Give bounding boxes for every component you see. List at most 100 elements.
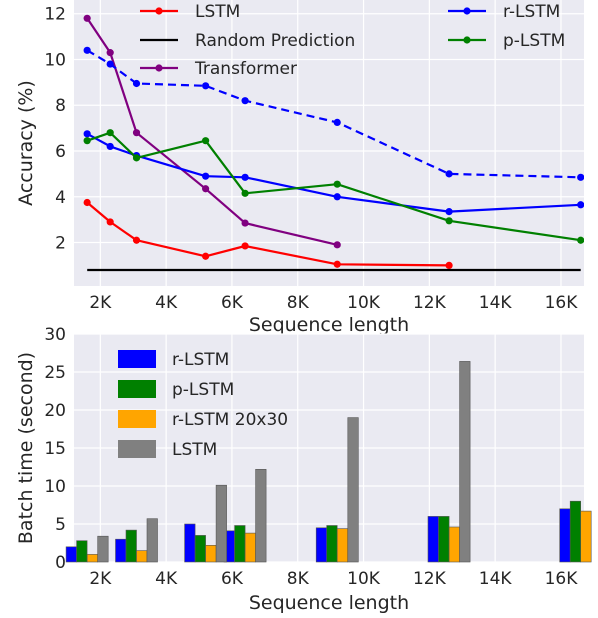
legend-swatch (118, 350, 156, 368)
bar (427, 516, 439, 563)
x-tick-label: 10K (347, 293, 381, 313)
x-axis-label: Sequence length (249, 592, 409, 614)
x-tick-label: 14K (479, 293, 513, 313)
data-point (106, 142, 114, 151)
x-tick-label: 12K (413, 569, 447, 589)
x-tick-label: 16K (545, 569, 579, 589)
bar (347, 417, 359, 563)
bar (194, 535, 206, 563)
y-tick-label: 0 (55, 553, 66, 573)
legend-label: Random Prediction (195, 31, 355, 51)
y-axis-label: Accuracy (%) (15, 80, 37, 206)
legend-label: Transformer (194, 59, 297, 79)
legend-label: p-LSTM (503, 31, 565, 51)
legend-marker (463, 7, 471, 15)
data-point (83, 137, 91, 145)
data-point (333, 118, 341, 127)
x-tick-label: 12K (413, 293, 447, 313)
bar (559, 508, 571, 563)
bar (336, 528, 349, 563)
data-point (83, 46, 91, 54)
y-tick-label: 2 (55, 234, 66, 254)
x-tick-label: 10K (347, 569, 381, 589)
chart-2: 2K 4K 6K 8K 10K 12K 14K 16K 0 5 10 15 20 25 30 Sequence… (15, 325, 592, 614)
legend: LSTM Random Prediction Transformer r-LSTM p-… (140, 2, 565, 79)
bar (244, 532, 256, 563)
x-tick-label: 16K (545, 293, 579, 313)
legend: r-LSTM p-LSTM r-LSTM 20x30 LSTM (118, 350, 288, 460)
series-line-p-LSTM (86, 131, 581, 242)
data-point (333, 180, 341, 188)
x-axis-label: Sequence length (249, 314, 409, 336)
data-point (577, 236, 584, 244)
legend-label: p-LSTM (172, 380, 234, 400)
data-point (241, 219, 249, 227)
data-point (241, 97, 249, 105)
y-axis-label: Batch time (second) (15, 352, 37, 544)
data-point (577, 173, 584, 181)
bar (136, 550, 148, 563)
data-point (202, 82, 210, 90)
data-point (445, 261, 453, 270)
legend-marker (155, 64, 163, 72)
x-tick-label: 8K (287, 569, 310, 589)
x-tick-label: 4K (155, 293, 178, 313)
y-tick-label: 6 (55, 142, 66, 162)
bar (86, 554, 98, 563)
legend-label: LSTM (172, 440, 217, 460)
series-line-dashed (86, 49, 581, 179)
bar (459, 361, 471, 563)
y-tick-label: 12 (44, 5, 66, 25)
legend-marker (155, 7, 163, 15)
data-point (106, 218, 114, 226)
legend-label: r-LSTM (503, 2, 560, 22)
data-point (132, 129, 141, 137)
data-point (132, 236, 141, 244)
bar (315, 527, 328, 563)
bar (438, 516, 450, 563)
legend-label: LSTM (195, 2, 240, 22)
data-point (445, 217, 453, 225)
series-line-r-LSTM (86, 132, 581, 213)
legend-swatch (118, 440, 156, 458)
bar (255, 468, 267, 563)
data-point (445, 170, 453, 178)
data-point (106, 60, 114, 68)
data-point (241, 242, 249, 250)
data-point (106, 49, 114, 57)
legend-swatch (118, 410, 156, 428)
data-point (83, 14, 91, 22)
data-point (202, 172, 210, 180)
y-tick-label: 5 (55, 515, 66, 535)
data-point (241, 173, 249, 181)
bar (205, 544, 217, 563)
y-tick-label: 20 (44, 401, 66, 421)
y-tick-label: 10 (44, 50, 66, 70)
y-tick-label: 30 (44, 325, 66, 345)
bar (76, 540, 88, 563)
data-point (106, 129, 114, 137)
data-point (83, 130, 91, 138)
data-point (333, 193, 341, 201)
bar (234, 525, 246, 563)
data-point (333, 260, 341, 268)
bar (215, 484, 227, 563)
data-point (132, 154, 141, 162)
bar (97, 535, 109, 563)
data-point (577, 201, 584, 209)
x-tick-label: 6K (221, 569, 244, 589)
y-tick-label: 25 (44, 363, 66, 383)
bar (65, 546, 77, 563)
bar (580, 510, 592, 563)
data-point (333, 241, 341, 249)
legend-label: r-LSTM 20x30 (172, 410, 288, 430)
bar (146, 518, 158, 563)
y-tick-label: 10 (44, 477, 66, 497)
x-tick-label: 2K (89, 293, 112, 313)
bar (448, 526, 460, 563)
bar (125, 529, 137, 563)
plot-background (74, 0, 584, 286)
x-tick-label: 8K (287, 293, 310, 313)
bar (569, 500, 582, 563)
